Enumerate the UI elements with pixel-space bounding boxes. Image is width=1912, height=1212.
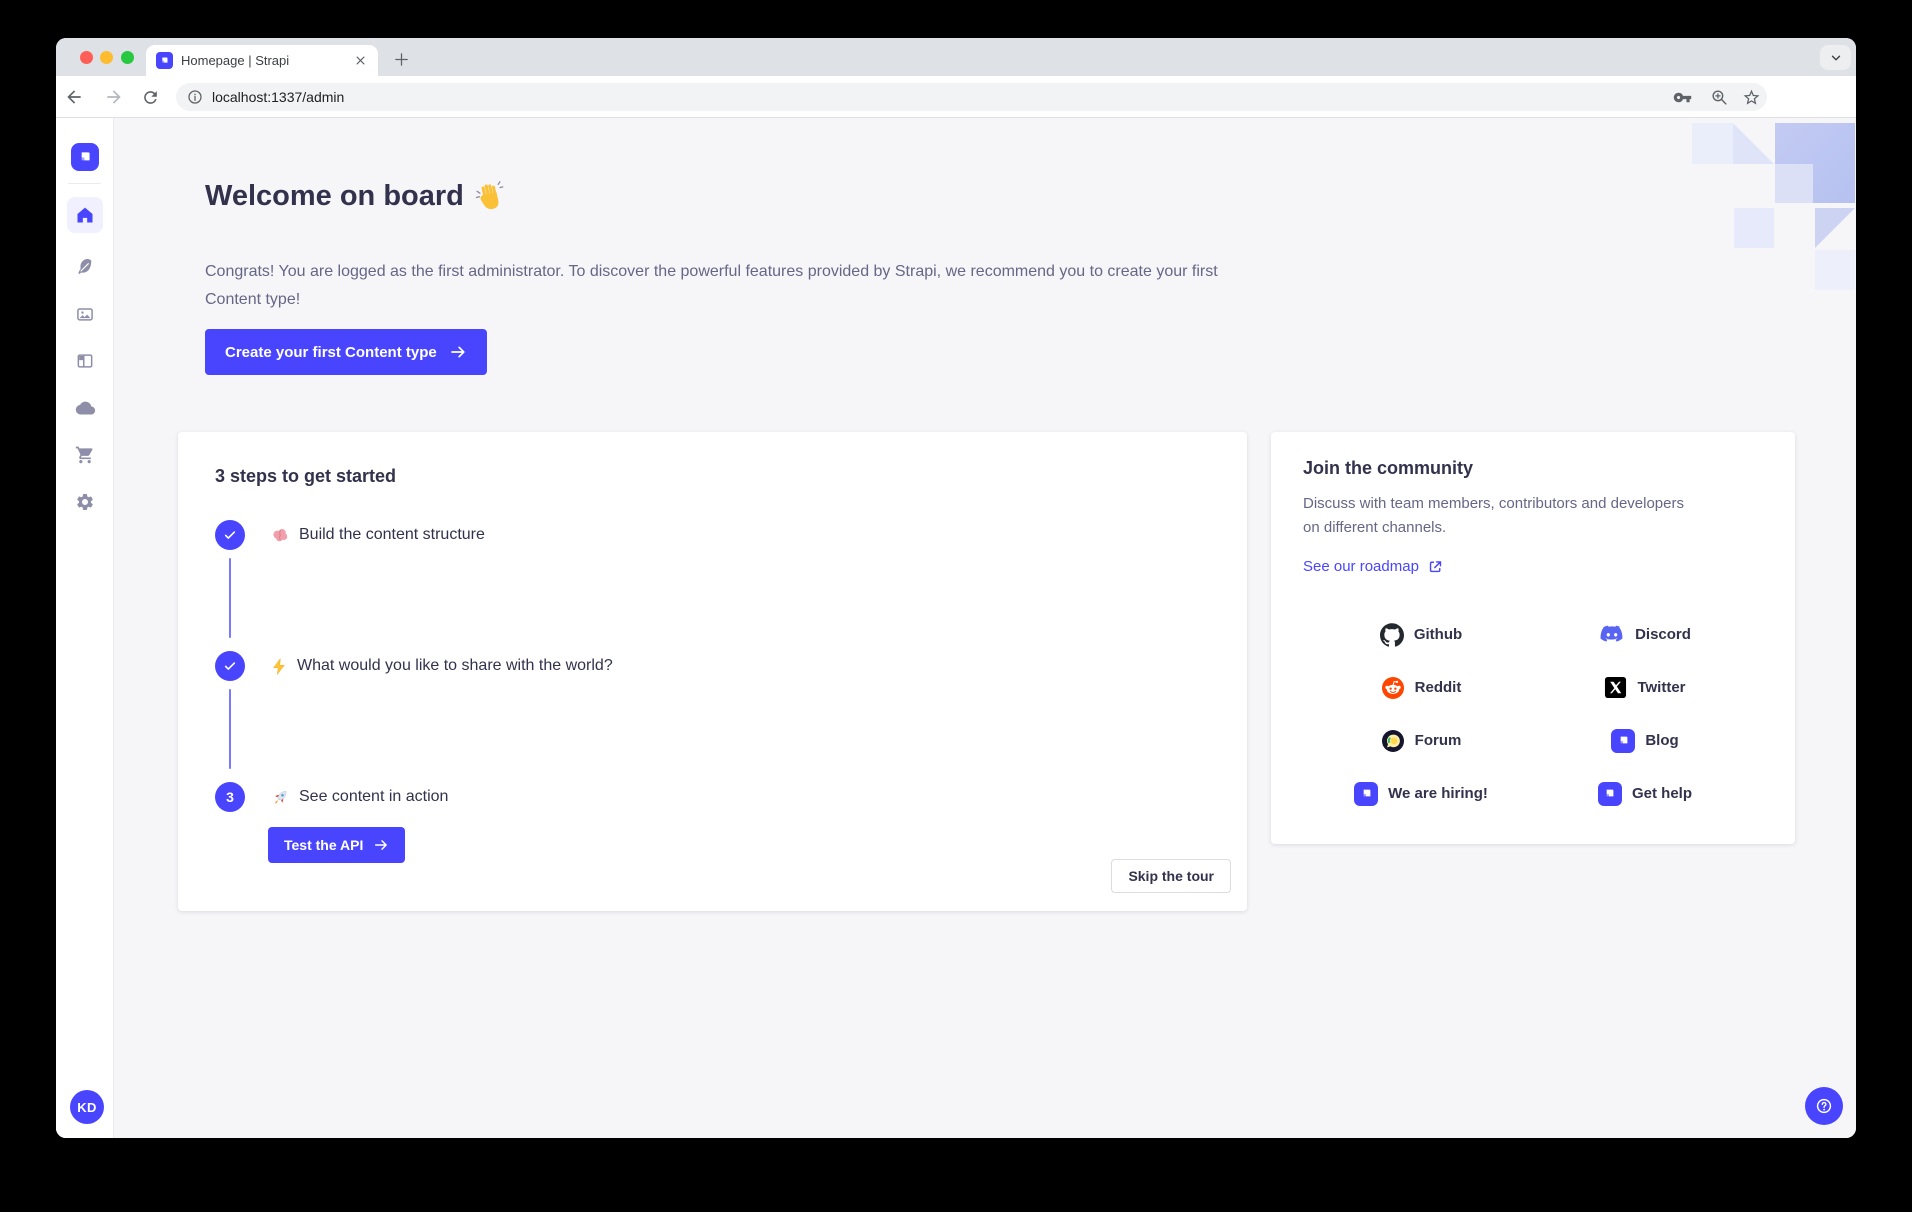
link-discord[interactable]: Discord	[1533, 608, 1757, 661]
waving-hand-emoji	[475, 180, 504, 209]
decorative-corner-pattern	[1815, 250, 1855, 290]
forward-button[interactable]	[102, 85, 126, 109]
url-text[interactable]: localhost:1337/admin	[212, 89, 345, 105]
strapi-logo[interactable]	[71, 143, 99, 171]
reload-button[interactable]	[138, 85, 162, 109]
skip-tour-button[interactable]: Skip the tour	[1111, 859, 1231, 893]
x-icon	[1605, 676, 1627, 699]
strapi-icon	[1597, 781, 1622, 806]
user-avatar[interactable]: KD	[70, 1090, 104, 1124]
maximize-window-button[interactable]	[121, 51, 134, 64]
zoom-in-icon[interactable]	[1710, 88, 1729, 107]
reddit-icon	[1381, 676, 1404, 699]
forum-icon	[1381, 729, 1404, 752]
discord-icon	[1600, 625, 1623, 642]
create-content-type-button[interactable]: Create your first Content type	[205, 329, 487, 375]
sidebar-item-home[interactable]	[67, 197, 103, 233]
password-manager-icon[interactable]	[1673, 88, 1692, 107]
help-button[interactable]	[1805, 1087, 1843, 1125]
minimize-window-button[interactable]	[100, 51, 113, 64]
sidebar-item-content-manager[interactable]	[67, 249, 103, 285]
steps-card: 3 steps to get started Build the content…	[178, 432, 1247, 911]
tab-strip: Homepage | Strapi	[56, 38, 1856, 76]
tab-title: Homepage | Strapi	[181, 53, 290, 68]
strapi-icon	[1354, 781, 1379, 806]
steps-card-title: 3 steps to get started	[215, 466, 397, 486]
browser-tab[interactable]: Homepage | Strapi	[146, 45, 378, 76]
link-reddit[interactable]: Reddit	[1309, 661, 1533, 714]
tab-close-icon[interactable]	[353, 53, 368, 68]
page-title: Welcome on board	[205, 180, 506, 213]
external-link-icon	[1429, 561, 1442, 573]
media-library-icon	[77, 308, 93, 321]
main-content: Welcome on board Congrats! You are logge…	[114, 118, 1856, 1138]
arrow-right-icon	[449, 343, 467, 361]
sidebar: KD	[56, 118, 114, 1138]
arrow-right-icon	[373, 837, 389, 853]
feather-icon	[78, 259, 92, 275]
test-api-button[interactable]: Test the API	[268, 827, 406, 863]
decorative-corner-pattern	[1692, 123, 1733, 164]
step-2-label: What would you like to share with the wo…	[270, 651, 613, 681]
decorative-corner-pattern	[1775, 164, 1813, 203]
community-description: Discuss with team members, contributors …	[1303, 495, 1684, 536]
site-info-icon[interactable]	[186, 88, 204, 106]
decorative-corner-pattern	[1775, 123, 1855, 203]
community-card-title: Join the community	[1303, 458, 1474, 478]
avatar-initials: KD	[77, 1099, 97, 1115]
step-3-number-circle: 3	[215, 782, 245, 812]
rocket-emoji	[274, 790, 287, 804]
browser-toolbar: localhost:1337/admin	[56, 76, 1856, 149]
link-github[interactable]: Github	[1309, 608, 1533, 661]
strapi-admin-app: KD Welcome on board	[56, 118, 1856, 1138]
strapi-favicon	[156, 52, 173, 69]
step-2-check-circle	[215, 651, 245, 681]
link-blog[interactable]: Blog	[1533, 714, 1757, 767]
gear-icon	[77, 493, 93, 510]
roadmap-link[interactable]: See our roadmap	[1303, 558, 1444, 575]
sidebar-item-media-library[interactable]	[67, 296, 103, 332]
strapi-icon	[1611, 728, 1636, 753]
decorative-corner-pattern	[1734, 208, 1774, 248]
sidebar-item-marketplace[interactable]	[67, 437, 103, 473]
new-tab-button[interactable]	[388, 46, 414, 72]
home-icon	[77, 207, 93, 223]
browser-window: Homepage | Strapi localhost:1337/admin	[56, 38, 1856, 1138]
cart-icon	[75, 446, 93, 464]
bookmark-star-icon[interactable]	[1742, 88, 1761, 107]
sidebar-item-settings[interactable]	[67, 484, 103, 520]
content-type-builder-icon	[77, 354, 93, 368]
step-connector	[229, 558, 231, 638]
question-mark-icon	[1816, 1098, 1832, 1114]
close-window-button[interactable]	[80, 51, 93, 64]
link-get-help[interactable]: Get help	[1533, 767, 1757, 820]
zap-emoji	[273, 657, 285, 675]
link-we-are-hiring[interactable]: We are hiring!	[1309, 767, 1533, 820]
sidebar-divider	[68, 183, 101, 184]
brain-emoji	[273, 528, 288, 541]
link-forum[interactable]: Forum	[1309, 714, 1533, 767]
sidebar-item-deploy[interactable]	[67, 390, 103, 426]
intro-text: Congrats! You are logged as the first ad…	[205, 263, 1218, 308]
check-icon	[222, 658, 238, 674]
community-links-grid: Github Discord	[1309, 608, 1757, 820]
check-icon	[222, 527, 238, 543]
step-1-label: Build the content structure	[270, 520, 485, 550]
tab-search-button[interactable]	[1820, 45, 1851, 70]
community-card: Join the community Discuss with team mem…	[1271, 432, 1795, 844]
step-1-check-circle	[215, 520, 245, 550]
decorative-corner-pattern	[1815, 208, 1855, 248]
sidebar-item-content-type-builder[interactable]	[67, 343, 103, 379]
step-3-label: See content in action	[270, 782, 448, 812]
back-button[interactable]	[62, 85, 86, 109]
cloud-icon	[75, 401, 95, 415]
link-twitter[interactable]: Twitter	[1533, 661, 1757, 714]
address-bar[interactable]: localhost:1337/admin	[176, 83, 1767, 111]
github-icon	[1379, 622, 1404, 647]
decorative-corner-pattern	[1733, 123, 1774, 164]
step-connector	[229, 689, 231, 769]
